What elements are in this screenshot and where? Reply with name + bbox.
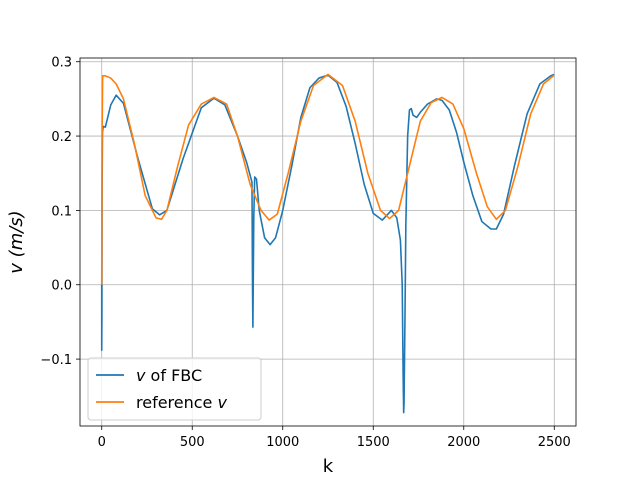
x-tick-label: 2500 — [538, 435, 571, 450]
legend: v of FBC reference v — [87, 357, 262, 421]
x-tick-label: 1500 — [357, 435, 390, 450]
legend-box — [87, 357, 262, 421]
y-tick-label: 0.3 — [51, 56, 72, 71]
x-tick: 1000 — [266, 426, 299, 450]
legend-label-part: reference — [136, 393, 217, 412]
legend-label: v of FBC — [136, 366, 202, 385]
x-tick-label: 1000 — [266, 435, 299, 450]
y-axis-ticks: −0.1 0.0 0.1 0.2 0.3 — [40, 56, 80, 368]
legend-item: v of FBC — [96, 366, 202, 385]
x-tick-label: 2000 — [447, 435, 480, 450]
y-tick: 0.0 — [51, 279, 80, 294]
y-tick-label: 0.0 — [51, 279, 72, 294]
legend-item: reference v — [96, 393, 227, 412]
y-tick: 0.3 — [51, 56, 80, 71]
x-tick: 0 — [98, 426, 106, 450]
legend-label: reference v — [136, 393, 227, 412]
x-tick: 2000 — [447, 426, 480, 450]
y-tick: −0.1 — [40, 353, 80, 368]
y-tick: 0.2 — [51, 130, 80, 145]
y-axis-label: v (m/s) — [6, 210, 27, 273]
legend-label-part: of FBC — [145, 366, 202, 385]
plot-series — [100, 73, 555, 414]
x-tick-label: 500 — [180, 435, 205, 450]
x-tick: 1500 — [357, 426, 390, 450]
x-tick: 2500 — [538, 426, 571, 450]
grid — [80, 58, 576, 426]
y-tick-label: 0.1 — [51, 204, 72, 219]
legend-label-part: v — [217, 393, 227, 412]
series-line-1 — [100, 73, 555, 285]
x-axis-label: k — [323, 456, 334, 477]
legend-label-part: v — [136, 366, 146, 385]
series-line-0 — [100, 73, 555, 414]
x-axis-ticks: 0 500 1000 1500 2000 2500 — [98, 426, 571, 450]
y-tick-label: −0.1 — [40, 353, 72, 368]
y-tick: 0.1 — [51, 204, 80, 219]
x-tick-label: 0 — [98, 435, 106, 450]
y-tick-label: 0.2 — [51, 130, 72, 145]
x-tick: 500 — [180, 426, 205, 450]
plot-frame — [79, 57, 577, 427]
